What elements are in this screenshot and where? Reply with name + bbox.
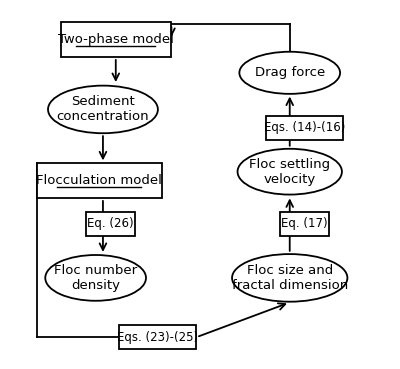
- FancyBboxPatch shape: [37, 163, 162, 198]
- Ellipse shape: [45, 255, 146, 301]
- Text: Floc number
density: Floc number density: [54, 264, 137, 292]
- Text: Two-phase model: Two-phase model: [58, 33, 174, 46]
- FancyBboxPatch shape: [280, 212, 329, 235]
- Ellipse shape: [239, 52, 340, 94]
- FancyBboxPatch shape: [120, 325, 196, 349]
- Text: Eq. (26): Eq. (26): [87, 217, 134, 230]
- Text: Eq. (17): Eq. (17): [281, 217, 328, 230]
- Text: Eqs. (14)-(16): Eqs. (14)-(16): [264, 121, 345, 134]
- Ellipse shape: [232, 254, 348, 302]
- Text: Floc size and
fractal dimension: Floc size and fractal dimension: [232, 264, 348, 292]
- Text: Flocculation model: Flocculation model: [36, 174, 162, 187]
- Text: Sediment
concentration: Sediment concentration: [57, 96, 149, 123]
- Text: Floc settling
velocity: Floc settling velocity: [249, 158, 330, 186]
- FancyBboxPatch shape: [61, 23, 171, 57]
- Ellipse shape: [48, 86, 158, 133]
- Text: Eqs. (23)-(25): Eqs. (23)-(25): [117, 331, 198, 344]
- FancyBboxPatch shape: [266, 116, 343, 139]
- FancyBboxPatch shape: [86, 212, 135, 235]
- Ellipse shape: [238, 149, 342, 194]
- Text: Drag force: Drag force: [254, 66, 325, 79]
